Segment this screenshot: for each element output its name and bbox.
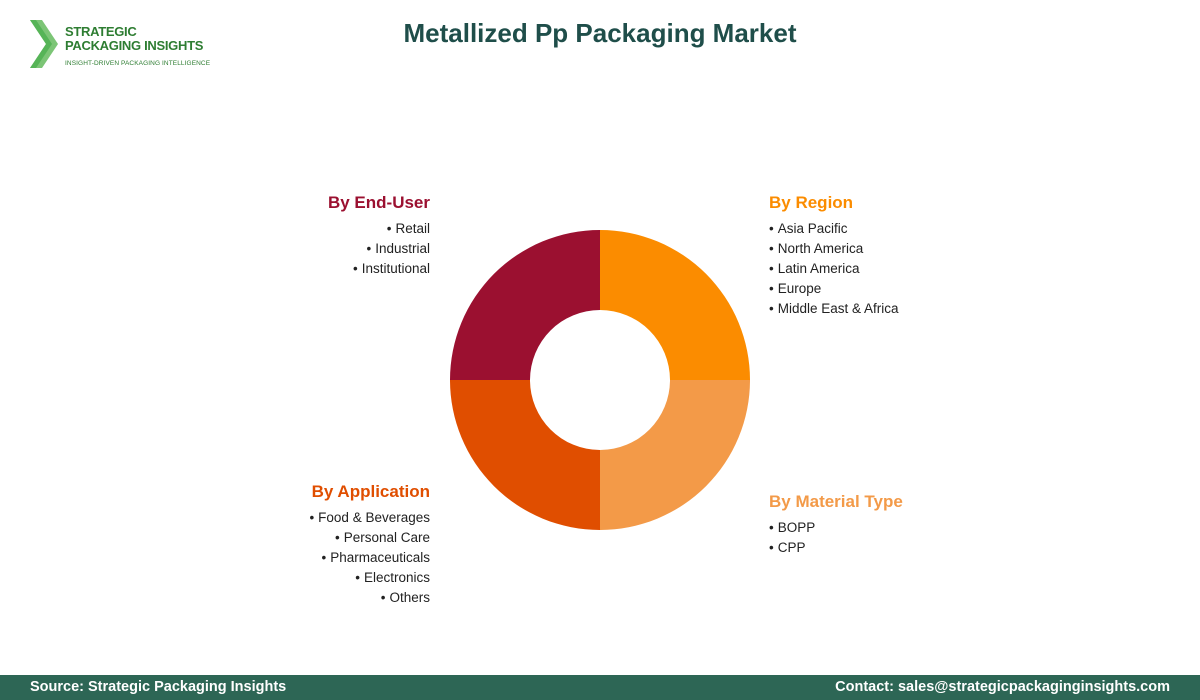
logo-text-line1: STRATEGIC xyxy=(65,24,137,39)
list-item: • Europe xyxy=(769,281,822,296)
list-item: • Food & Beverages xyxy=(309,510,430,525)
segment-list-material-type: • BOPP • CPP xyxy=(769,518,903,558)
brand-logo: STRATEGIC PACKAGING INSIGHTS INSIGHT-DRI… xyxy=(28,18,228,74)
segment-title-material-type: By Material Type xyxy=(769,492,903,511)
segment-end-user: By End-User • Retail • Industrial • Institu… xyxy=(328,193,430,279)
list-item: • Electronics xyxy=(355,570,430,585)
donut-segment-application xyxy=(450,380,600,530)
segment-list-application: • Food & Beverages • Personal Care • Pharma… xyxy=(309,508,430,608)
segment-list-end-user: • Retail • Industrial • Institutional xyxy=(328,219,430,279)
list-item: • Institutional xyxy=(352,261,430,276)
donut-segment-end-user xyxy=(450,230,600,380)
footer-source: Source: Strategic Packaging Insights xyxy=(30,679,287,695)
segment-material-type: By Material Type • BOPP • CPP xyxy=(769,492,903,558)
donut-segment-material-type xyxy=(600,380,750,530)
list-item: • Middle East & Africa xyxy=(769,301,899,316)
list-item: • CPP xyxy=(769,540,806,555)
list-item: • Asia Pacific xyxy=(769,221,848,236)
segment-title-region: By Region xyxy=(769,193,854,212)
logo-chevron-icon xyxy=(30,20,58,68)
list-item: • Retail xyxy=(386,221,430,236)
segment-donut xyxy=(450,230,750,530)
logo-tagline: INSIGHT-DRIVEN PACKAGING INTELLIGENCE xyxy=(65,60,211,67)
list-item: • BOPP xyxy=(769,520,816,535)
segment-title-application: By Application xyxy=(311,482,430,501)
segment-title-end-user: By End-User xyxy=(327,193,430,212)
segment-region: By Region • Asia Pacific • North America •… xyxy=(769,193,899,319)
segment-list-region: • Asia Pacific • North America • Latin Amer… xyxy=(769,219,899,319)
list-item: • Personal Care xyxy=(334,530,430,545)
list-item: • Others xyxy=(380,590,430,605)
list-item: • Pharmaceuticals xyxy=(321,550,430,565)
segment-application: By Application • Food & Beverages • Person… xyxy=(309,482,430,608)
list-item: • North America xyxy=(769,241,864,256)
footer-bar: Source: Strategic Packaging Insights Con… xyxy=(0,675,1200,700)
logo-text-line2: PACKAGING INSIGHTS xyxy=(65,38,204,53)
footer-contact-email[interactable]: Contact: sales@strategicpackaginginsight… xyxy=(835,679,1170,695)
donut-segment-region xyxy=(600,230,750,380)
list-item: • Latin America xyxy=(769,261,860,276)
page-title: Metallized Pp Packaging Market xyxy=(403,18,797,48)
list-item: • Industrial xyxy=(366,241,430,256)
